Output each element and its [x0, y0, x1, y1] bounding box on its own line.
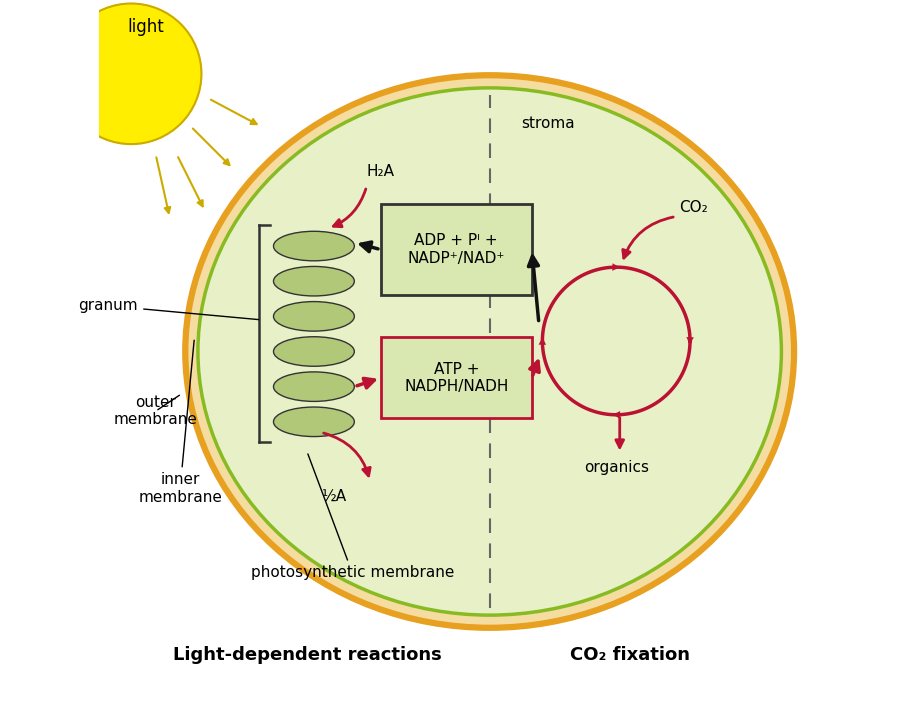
Circle shape: [60, 4, 201, 144]
Text: ATP +
NADPH/NADH: ATP + NADPH/NADH: [404, 361, 509, 394]
Text: organics: organics: [584, 460, 649, 475]
Text: ½A: ½A: [321, 489, 346, 503]
Text: CO₂: CO₂: [679, 200, 708, 215]
Text: CO₂ fixation: CO₂ fixation: [570, 646, 690, 664]
Ellipse shape: [198, 88, 781, 615]
Ellipse shape: [273, 407, 354, 437]
Text: stroma: stroma: [521, 116, 575, 131]
Text: inner
membrane: inner membrane: [138, 340, 222, 505]
Ellipse shape: [273, 231, 354, 261]
Text: H₂A: H₂A: [366, 165, 395, 179]
Ellipse shape: [273, 266, 354, 296]
Text: ADP + Pᴵ +
NADP⁺/NAD⁺: ADP + Pᴵ + NADP⁺/NAD⁺: [408, 233, 505, 266]
Text: photosynthetic membrane: photosynthetic membrane: [251, 454, 454, 581]
Ellipse shape: [273, 302, 354, 331]
Text: light: light: [127, 18, 164, 36]
Text: outer
membrane: outer membrane: [114, 395, 198, 427]
Text: granum: granum: [78, 298, 259, 320]
FancyBboxPatch shape: [381, 337, 532, 418]
Ellipse shape: [273, 337, 354, 366]
Text: Light-dependent reactions: Light-dependent reactions: [172, 646, 441, 664]
Ellipse shape: [185, 75, 794, 628]
FancyBboxPatch shape: [381, 204, 532, 295]
Ellipse shape: [273, 372, 354, 401]
